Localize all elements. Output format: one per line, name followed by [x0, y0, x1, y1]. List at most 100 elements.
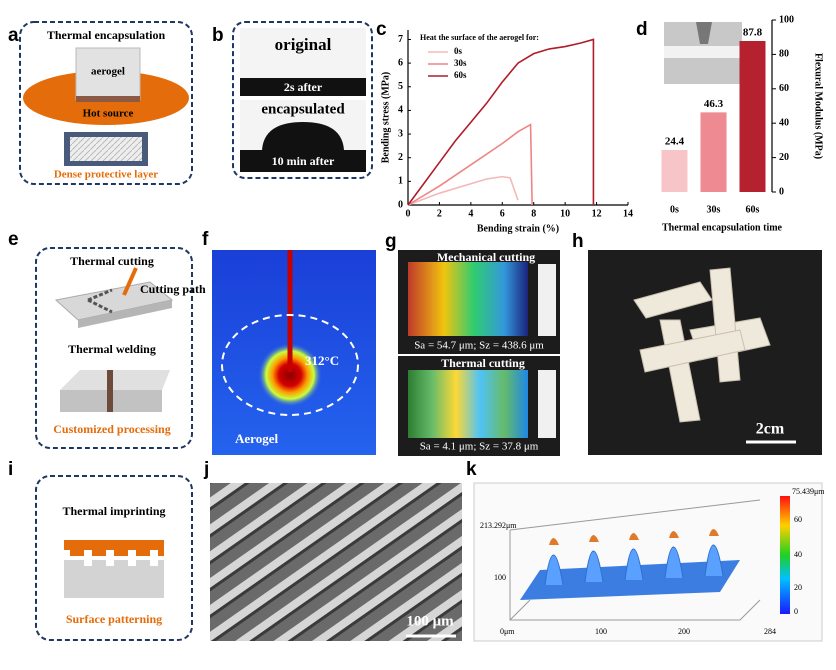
- cut-outline: [221, 314, 359, 416]
- panel-label: f: [202, 229, 209, 250]
- colorbar-max: 75.439μm: [792, 487, 825, 496]
- colorbar-tick: 60: [794, 515, 802, 524]
- caption: Surface patterning: [66, 612, 162, 626]
- substrate: [64, 560, 164, 598]
- legend-label: 30s: [454, 58, 467, 68]
- colorbar: [780, 496, 790, 614]
- photo-label: encapsulated: [261, 101, 345, 117]
- indenter: [696, 22, 712, 44]
- dense-layer: [76, 96, 140, 102]
- y-tick-label: 60: [779, 83, 789, 94]
- panel-label: i: [8, 459, 13, 480]
- block-side: [78, 300, 172, 328]
- surface-map: [408, 262, 528, 336]
- source-label: Hot source: [83, 108, 134, 120]
- aerogel-block: [75, 47, 141, 101]
- legend-label: 0s: [454, 46, 463, 56]
- block-label: aerogel: [91, 66, 125, 78]
- panel-frame: [35, 475, 193, 641]
- panel-frame: [19, 21, 193, 185]
- block: [60, 370, 170, 390]
- bar: [739, 40, 766, 192]
- caption: Customized processing: [53, 422, 170, 436]
- image-title: Mechanical cutting: [437, 250, 535, 264]
- x-tick-label: 0s: [670, 204, 679, 215]
- panel-frame: [232, 21, 373, 179]
- data-line: [407, 123, 533, 206]
- cross-section: [538, 264, 556, 336]
- y-tick-label: 1: [398, 176, 403, 187]
- y-tick-label: 7: [398, 34, 403, 45]
- surface-map: [408, 370, 528, 438]
- time-label: 10 min after: [272, 154, 335, 168]
- hot-blade: [122, 267, 138, 296]
- x-axis-title: Thermal encapsulation time: [662, 222, 783, 233]
- x-tick-label: 8: [531, 208, 536, 219]
- y-tick-label: 5: [398, 81, 403, 92]
- x-tick-label: 12: [592, 208, 602, 219]
- value-label: 46.3: [704, 98, 724, 110]
- y-tick-label: 40: [779, 117, 789, 128]
- specimen: [664, 46, 742, 58]
- panel-label: j: [203, 459, 209, 480]
- cut-path: [87, 288, 113, 314]
- stamp: [64, 540, 164, 556]
- scale-label: 100 μm: [406, 613, 454, 629]
- time-label: 2s after: [284, 80, 323, 94]
- panel-label: d: [636, 19, 648, 40]
- material-label: Aerogel: [235, 431, 278, 446]
- axes-3d: [509, 499, 761, 621]
- x-tick-label: 6: [500, 208, 505, 219]
- axis-label: 284: [764, 627, 776, 636]
- panel-title: Thermal encapsulation: [47, 28, 166, 42]
- temperature: 312°C: [305, 353, 339, 368]
- panel-label: g: [385, 231, 397, 252]
- roughness: Sa = 54.7 μm; Sz = 438.6 μm: [414, 340, 544, 352]
- y-axis-title: Flexural Modulus (MPa): [813, 53, 824, 159]
- cross-section: [538, 370, 556, 438]
- y-tick-label: 6: [398, 57, 403, 68]
- x-axis-title: Bending strain (%): [477, 223, 559, 234]
- panel-label: k: [466, 459, 477, 480]
- y-tick-label: 4: [398, 105, 403, 116]
- y-tick-label: 3: [398, 128, 403, 139]
- panel-label: a: [8, 25, 19, 46]
- axis-label: 100: [595, 627, 607, 636]
- colorbar-tick: 0: [794, 607, 798, 616]
- panel-label: h: [572, 231, 584, 252]
- panel-label: e: [8, 229, 19, 250]
- x-tick-label: 14: [623, 208, 633, 219]
- substrate: [240, 78, 366, 96]
- data-line: [407, 175, 519, 206]
- y-tick-label: 20: [779, 152, 789, 163]
- axis-label: 200: [678, 627, 690, 636]
- axis-label: 0μm: [500, 627, 515, 636]
- layer-inner: [70, 137, 142, 161]
- axis-label: 213.292μm: [480, 521, 517, 530]
- layer-label: Dense protective layer: [54, 169, 158, 181]
- data-line: [407, 38, 595, 206]
- colorbar-tick: 20: [794, 583, 802, 592]
- profilometry: [473, 482, 823, 642]
- step-title: Thermal imprinting: [62, 504, 165, 518]
- x-tick-label: 60s: [746, 204, 760, 215]
- panel-label: c: [376, 19, 387, 40]
- substrate: [240, 150, 366, 172]
- x-tick-label: 30s: [707, 204, 721, 215]
- axis-label: 100: [494, 573, 506, 582]
- bar: [661, 150, 688, 192]
- legend-label: 60s: [454, 70, 467, 80]
- path-label: Cutting path: [140, 282, 206, 296]
- y-tick-label: 2: [398, 152, 403, 163]
- roughness: Sa = 4.1 μm; Sz = 37.8 μm: [420, 441, 539, 453]
- image-title: Thermal cutting: [441, 356, 525, 370]
- y-axis-title: Bending stress (MPa): [380, 72, 391, 163]
- scale-label: 2cm: [756, 421, 785, 438]
- puzzle: [633, 267, 771, 423]
- legend-title: Heat the surface of the aerogel for:: [420, 33, 539, 42]
- x-tick-label: 10: [560, 208, 570, 219]
- bar: [700, 112, 727, 192]
- y-tick-label: 0: [779, 186, 784, 197]
- x-tick-label: 0: [406, 208, 411, 219]
- hot-spot: [258, 343, 322, 407]
